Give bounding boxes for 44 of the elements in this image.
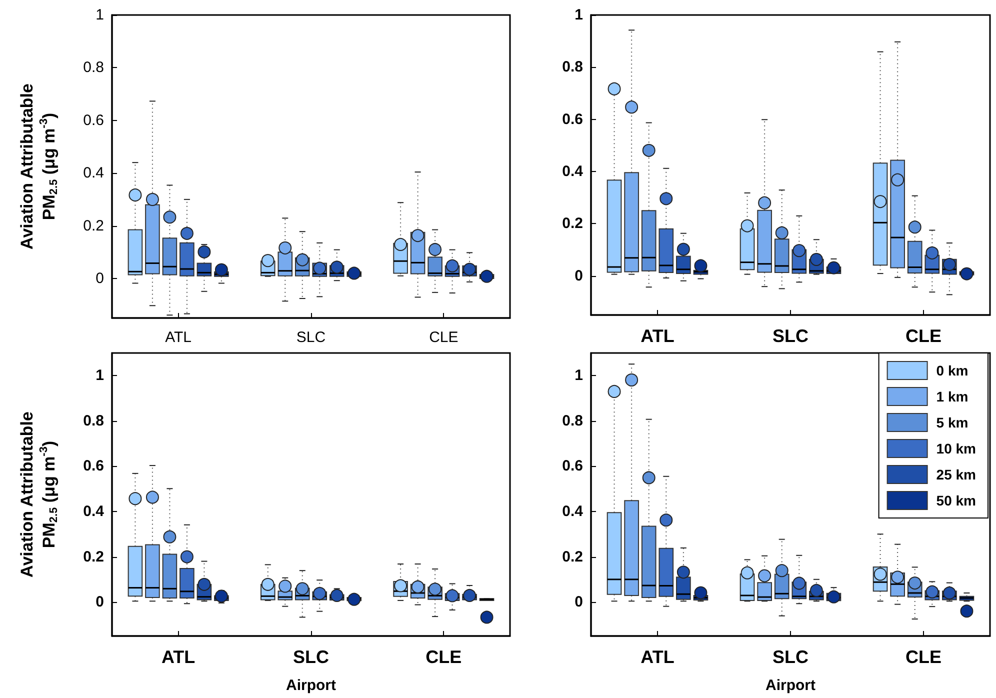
x-tick-label: ATL: [165, 329, 192, 346]
y-tick-label: 0.6: [83, 112, 104, 129]
legend-label: 5 km: [936, 414, 968, 430]
y-tick-label: 0.8: [562, 58, 583, 76]
x-tick-label: CLE: [429, 329, 458, 346]
y-tick-label: 0: [574, 594, 583, 611]
y-tick-label: 0: [96, 270, 104, 287]
x-axis-title: Airport: [286, 677, 336, 694]
x-tick-label: ATL: [640, 326, 674, 346]
y-tick-label: 0.8: [562, 412, 583, 430]
y-tick-label: 0.8: [83, 59, 104, 76]
y-tick-label: 0.6: [562, 110, 583, 128]
y-tick-label: 1: [574, 367, 583, 384]
x-tick-label: CLE: [906, 326, 942, 346]
y-tick-label: 0: [96, 594, 104, 611]
y-tick-label: 0.6: [83, 458, 104, 475]
x-tick-label: SLC: [772, 647, 808, 667]
y-tick-label: 0.4: [562, 502, 584, 520]
y-tick-label: 1: [96, 6, 104, 24]
x-tick-label: CLE: [426, 647, 462, 667]
x-tick-label: CLE: [906, 647, 942, 667]
y-tick-label: 1: [96, 367, 104, 384]
legend-label: 25 km: [936, 466, 976, 482]
legend-label: 0 km: [936, 362, 968, 378]
y-tick-label: 0.2: [83, 217, 104, 234]
x-tick-label: ATL: [162, 647, 196, 667]
y-tick-label: 0.2: [562, 548, 583, 566]
legend-label: 10 km: [936, 440, 976, 456]
y-tick-label: 0.2: [562, 215, 583, 232]
legend-label: 1 km: [936, 388, 968, 404]
x-tick-label: SLC: [772, 326, 808, 346]
x-tick-label: ATL: [640, 647, 674, 667]
y-tick-label: 0.8: [83, 412, 104, 430]
y-tick-label: 0.6: [562, 458, 583, 475]
x-tick-label: SLC: [293, 647, 329, 667]
y-tick-label: 0.2: [83, 548, 104, 566]
y-tick-label: 0.4: [83, 164, 104, 182]
x-tick-label: SLC: [296, 329, 326, 346]
x-axis-title: Airport: [766, 677, 816, 694]
y-tick-label: 1: [574, 6, 583, 24]
legend-label: 50 km: [936, 492, 976, 508]
y-tick-label: 0.4: [83, 502, 105, 520]
y-tick-label: 0.4: [562, 163, 584, 180]
y-tick-label: 0: [574, 267, 583, 284]
